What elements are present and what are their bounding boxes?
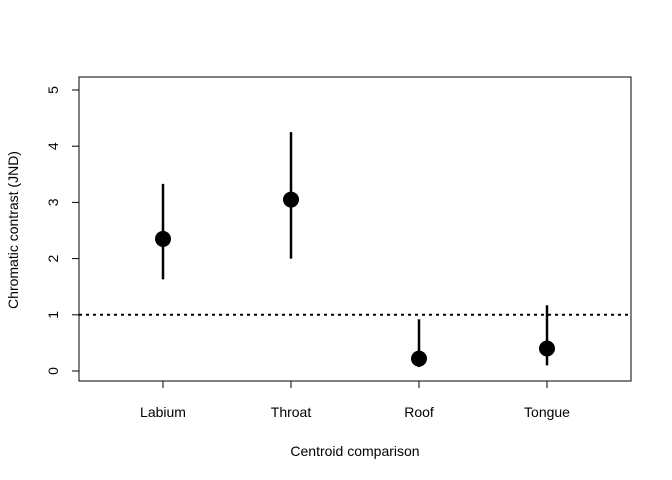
y-tick-label: 1: [45, 311, 61, 319]
x-tick-label: Tongue: [524, 404, 570, 420]
plot-frame: [78, 76, 632, 382]
data-point: [283, 191, 299, 208]
data-point: [155, 230, 171, 247]
data-point: [411, 350, 427, 367]
x-tick-label: Labium: [140, 404, 186, 420]
y-tick-label: 3: [45, 198, 61, 206]
y-axis-title: Chromatic contrast (JND): [5, 151, 21, 309]
x-tick-label: Throat: [271, 404, 312, 420]
data-point: [539, 340, 555, 357]
y-tick-label: 5: [45, 86, 61, 94]
y-tick-label: 0: [45, 367, 61, 375]
x-tick-label: Roof: [404, 404, 434, 420]
y-tick-label: 4: [45, 142, 61, 150]
x-axis-title: Centroid comparison: [290, 443, 419, 459]
y-tick-label: 2: [45, 254, 61, 262]
